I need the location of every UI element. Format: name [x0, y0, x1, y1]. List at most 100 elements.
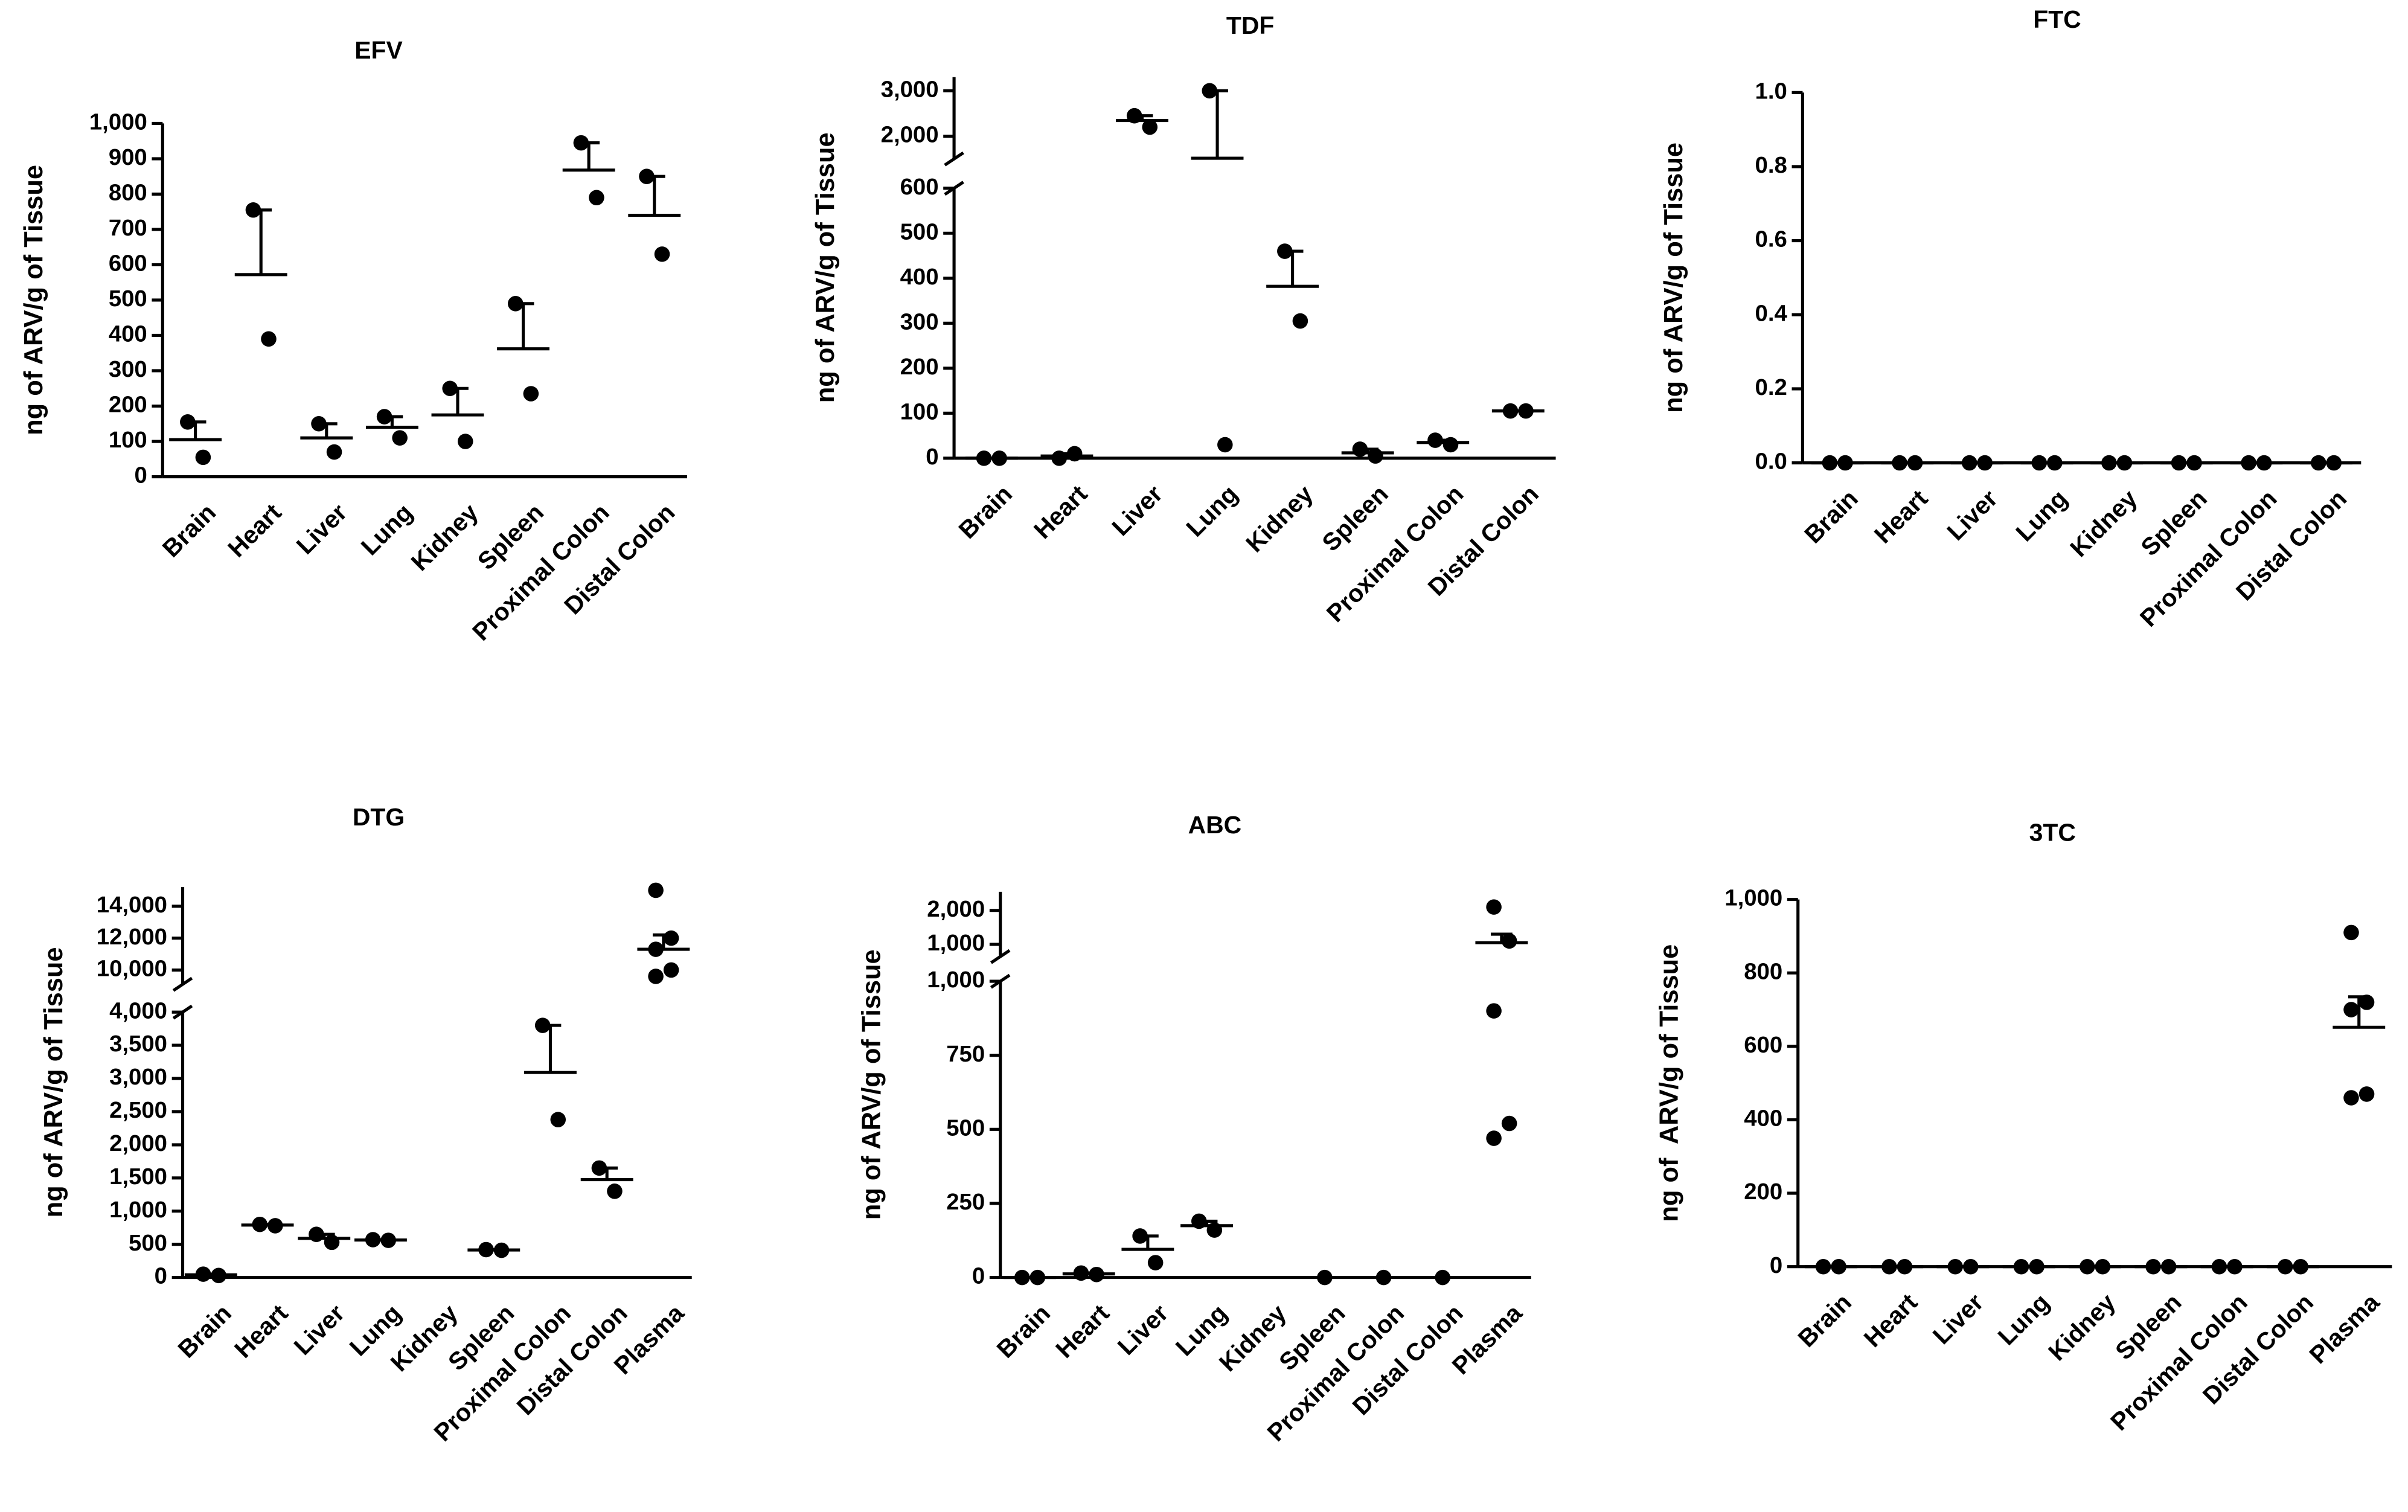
data-point	[654, 246, 670, 262]
data-point	[195, 449, 211, 466]
x-tick-label: Brain	[1799, 484, 1863, 548]
x-tick-label: Heart	[1869, 484, 1933, 549]
y-tick-label: 800	[109, 180, 147, 206]
y-axis-label: ng of ARV/g of Tissue	[1659, 143, 1688, 413]
chart-title: 3TC	[2029, 819, 2076, 847]
data-point	[648, 969, 664, 984]
x-tick-label: Lung	[356, 498, 418, 560]
y-tick-label: 0.6	[1755, 226, 1787, 252]
data-point	[1501, 1115, 1517, 1132]
x-tick-label: Liver	[1927, 1288, 1989, 1350]
y-tick-label: 0.4	[1755, 300, 1788, 326]
data-point	[648, 882, 664, 899]
y-tick-label: 0	[972, 1263, 985, 1289]
y-tick-label: 1.0	[1755, 78, 1787, 104]
y-tick-label: 600	[109, 251, 147, 277]
y-tick-label: 800	[1744, 958, 1782, 984]
y-tick-label: 500	[900, 219, 939, 245]
data-point	[663, 930, 679, 946]
y-tick-label: 4,000	[109, 998, 167, 1023]
y-axis-label: ng of ARV/g of Tissue	[857, 949, 886, 1220]
y-tick-label: 200	[1744, 1179, 1782, 1205]
axis-break	[990, 949, 1011, 964]
x-tick-label: Lung	[1181, 480, 1243, 542]
y-axis-label: ng of ARV/g of Tissue	[39, 947, 68, 1217]
x-tick-label: Kidney	[2064, 484, 2142, 562]
y-tick-label: 0.0	[1755, 449, 1787, 475]
y-tick-label: 300	[109, 356, 147, 382]
y-tick-label: 300	[900, 309, 939, 335]
chart-title: DTG	[353, 803, 405, 831]
x-tick-label: Heart	[1050, 1299, 1115, 1363]
x-tick-label: Liver	[1941, 484, 2003, 546]
data-point	[1375, 1269, 1392, 1286]
data-point	[663, 962, 679, 978]
y-tick-label: 900	[109, 144, 147, 170]
chart-title: EFV	[354, 36, 403, 64]
data-point	[2358, 1086, 2375, 1102]
y-tick-label: 3,000	[881, 76, 939, 102]
y-tick-label: 0	[926, 444, 938, 470]
y-tick-label: 1,000	[927, 967, 985, 993]
y-tick-label: 10,000	[97, 956, 167, 982]
data-point	[2343, 1090, 2359, 1106]
y-tick-label: 1,000	[109, 1197, 167, 1223]
y-tick-label: 2,000	[109, 1130, 167, 1156]
x-tick-label: Brain	[991, 1299, 1055, 1363]
y-tick-label: 1,500	[109, 1164, 167, 1190]
x-tick-label: Kidney	[1214, 1299, 1292, 1377]
y-axis-label: ng of ARV/g of Tissue	[811, 132, 840, 403]
x-tick-label: Heart	[1028, 479, 1093, 544]
data-point	[1142, 119, 1158, 135]
y-tick-label: 12,000	[97, 924, 167, 950]
x-tick-label: Brain	[157, 498, 221, 562]
y-tick-label: 0	[134, 463, 147, 489]
data-point	[1486, 1003, 1502, 1019]
x-tick-label: Kidney	[1240, 479, 1318, 557]
axis-break	[172, 976, 193, 992]
y-tick-label: 3,500	[109, 1031, 167, 1057]
y-tick-label: 500	[129, 1230, 167, 1256]
y-tick-label: 500	[946, 1115, 985, 1141]
x-tick-label: Heart	[1859, 1288, 1923, 1353]
x-tick-label: Plasma	[2304, 1288, 2385, 1369]
y-tick-label: 250	[946, 1189, 985, 1215]
x-tick-label: Liver	[289, 1299, 350, 1360]
data-point	[1217, 437, 1233, 453]
x-tick-label: Kidney	[2043, 1288, 2121, 1366]
y-tick-label: 1,000	[927, 930, 985, 956]
x-tick-label: Spleen	[1316, 480, 1393, 557]
y-tick-label: 600	[900, 174, 939, 200]
y-axis-label: ng of ARV/g of Tissue	[1654, 944, 1683, 1222]
data-point	[523, 386, 539, 402]
y-tick-label: 1,000	[1724, 885, 1782, 911]
x-tick-label: Heart	[229, 1299, 293, 1363]
chart-title: ABC	[1188, 811, 1242, 839]
data-point	[1292, 313, 1308, 329]
y-tick-label: 100	[109, 427, 147, 453]
y-tick-label: 0	[155, 1263, 167, 1289]
data-point	[261, 331, 277, 347]
data-point	[1147, 1255, 1164, 1270]
y-tick-label: 700	[109, 215, 147, 241]
data-point	[1486, 899, 1502, 915]
data-point	[326, 444, 342, 460]
data-point	[457, 434, 473, 449]
data-point	[1435, 1269, 1450, 1286]
x-tick-label: Proximal Colon	[1321, 480, 1469, 628]
x-tick-label: Liver	[1106, 479, 1168, 541]
y-axis-label: ng of ARV/g of Tissue	[19, 165, 48, 435]
y-tick-label: 14,000	[97, 892, 167, 918]
x-tick-label: Liver	[291, 498, 353, 560]
y-tick-label: 2,000	[881, 122, 939, 148]
x-tick-label: Kidney	[406, 498, 484, 576]
data-point	[392, 430, 408, 446]
y-tick-label: 400	[109, 321, 147, 347]
data-point	[550, 1112, 566, 1127]
y-tick-label: 400	[1744, 1106, 1782, 1132]
y-tick-label: 750	[946, 1041, 985, 1067]
x-tick-label: Heart	[222, 498, 287, 563]
y-tick-label: 0.8	[1755, 152, 1787, 178]
y-tick-label: 1,000	[89, 109, 147, 135]
